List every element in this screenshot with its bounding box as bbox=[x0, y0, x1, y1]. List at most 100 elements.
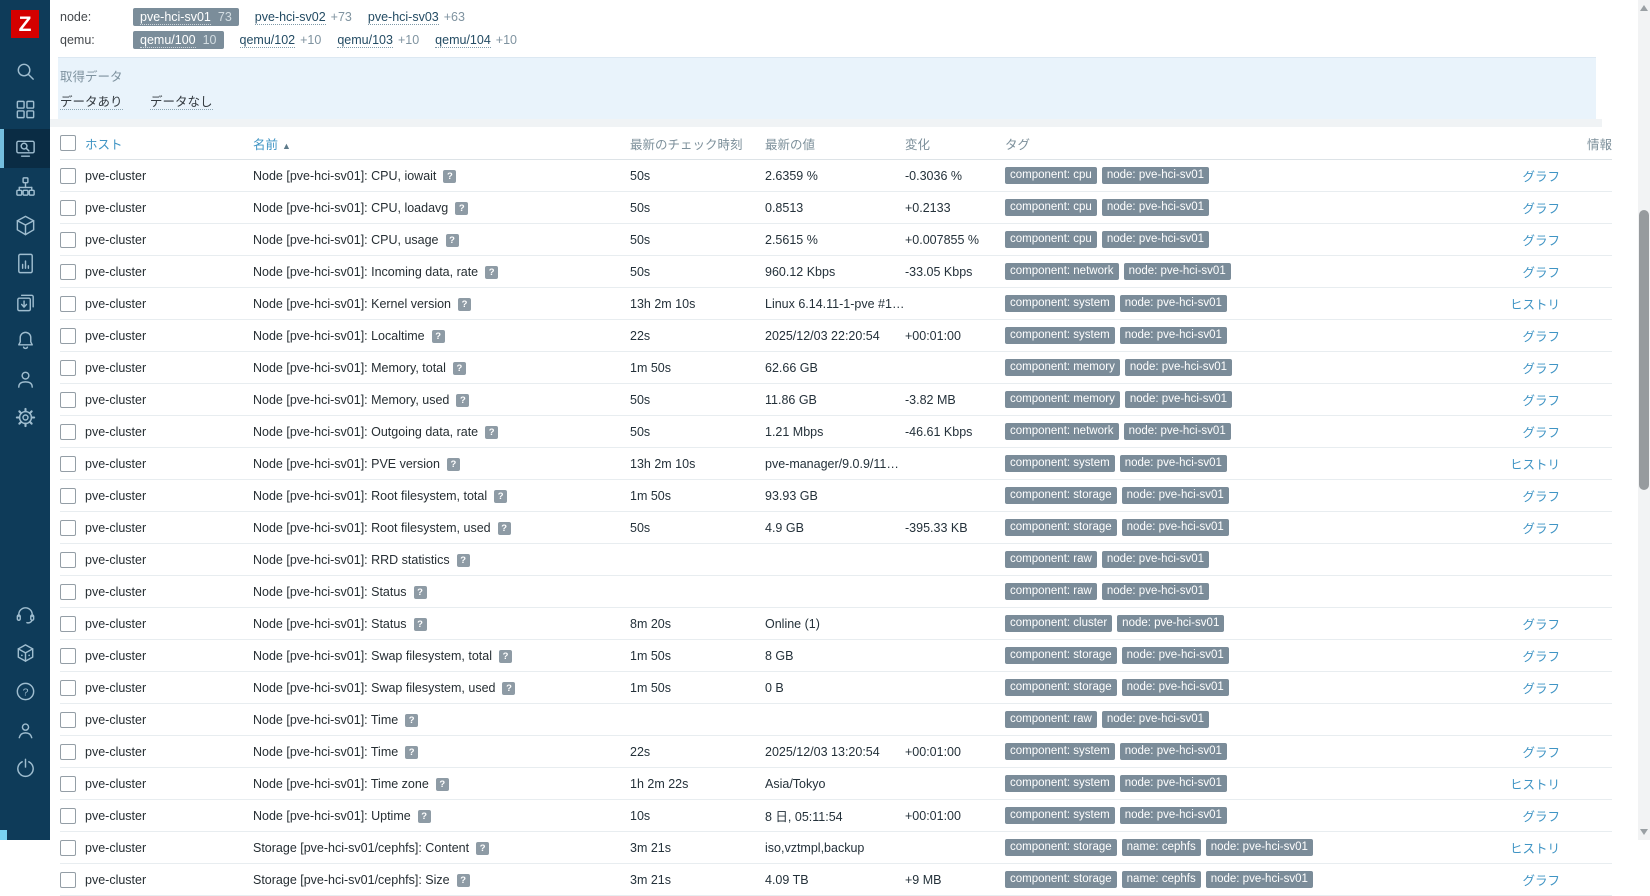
help-hint-icon[interactable]: ? bbox=[446, 457, 460, 471]
sidebar-item-users[interactable] bbox=[0, 360, 50, 399]
filter-option-without-data[interactable]: データなし bbox=[150, 95, 213, 110]
help-hint-icon[interactable]: ? bbox=[456, 553, 470, 567]
graph-link[interactable]: グラフ bbox=[1522, 874, 1560, 888]
row-checkbox[interactable] bbox=[60, 231, 76, 248]
row-checkbox[interactable] bbox=[60, 839, 76, 856]
help-hint-icon[interactable]: ? bbox=[499, 649, 512, 663]
help-hint-icon[interactable]: ? bbox=[485, 265, 499, 279]
item-name-link[interactable]: Node [pve-hci-sv01]: Memory, total bbox=[253, 360, 446, 375]
graph-link[interactable]: グラフ bbox=[1522, 682, 1560, 696]
help-hint-icon[interactable]: ? bbox=[455, 201, 469, 215]
row-checkbox[interactable] bbox=[60, 423, 76, 440]
item-name-link[interactable]: Node [pve-hci-sv01]: Time zone bbox=[253, 776, 429, 791]
sidebar-item-administration[interactable] bbox=[0, 399, 50, 438]
sidebar-expand-notch[interactable] bbox=[0, 830, 7, 840]
item-name-link[interactable]: Node [pve-hci-sv01]: PVE version bbox=[253, 456, 440, 471]
item-name-link[interactable]: Node [pve-hci-sv01]: RRD statistics bbox=[253, 552, 450, 567]
vertical-scrollbar[interactable] bbox=[1638, 0, 1650, 840]
item-name-link[interactable]: Node [pve-hci-sv01]: Kernel version bbox=[253, 296, 452, 311]
help-hint-icon[interactable]: ? bbox=[452, 361, 466, 375]
host-link[interactable]: pve-cluster bbox=[85, 488, 147, 503]
row-checkbox[interactable] bbox=[60, 807, 76, 824]
host-link[interactable]: pve-cluster bbox=[85, 744, 147, 759]
help-hint-icon[interactable]: ? bbox=[456, 873, 470, 887]
item-name-link[interactable]: Node [pve-hci-sv01]: Status bbox=[253, 584, 407, 599]
sidebar-item-monitoring[interactable] bbox=[0, 129, 50, 168]
host-link[interactable]: pve-cluster bbox=[85, 808, 147, 823]
host-link[interactable]: pve-cluster bbox=[85, 840, 147, 855]
graph-link[interactable]: グラフ bbox=[1522, 490, 1560, 504]
host-link[interactable]: pve-cluster bbox=[85, 616, 147, 631]
item-name-link[interactable]: Node [pve-hci-sv01]: CPU, iowait bbox=[253, 168, 437, 183]
item-name-link[interactable]: Storage [pve-hci-sv01/cephfs]: Size bbox=[253, 872, 450, 887]
help-hint-icon[interactable]: ? bbox=[443, 169, 457, 183]
help-hint-icon[interactable]: ? bbox=[494, 489, 508, 503]
row-checkbox[interactable] bbox=[60, 583, 76, 600]
row-checkbox[interactable] bbox=[60, 327, 76, 344]
row-checkbox[interactable] bbox=[60, 647, 76, 664]
sidebar-item-alerts[interactable] bbox=[0, 322, 50, 361]
row-checkbox[interactable] bbox=[60, 871, 76, 888]
sidebar-item-help[interactable] bbox=[0, 673, 50, 712]
sidebar-item-integrations[interactable] bbox=[0, 634, 50, 673]
sidebar-item-user-profile[interactable] bbox=[0, 711, 50, 750]
sidebar-item-support[interactable] bbox=[0, 596, 50, 635]
help-hint-icon[interactable]: ? bbox=[431, 329, 445, 343]
graph-link[interactable]: グラフ bbox=[1522, 746, 1560, 760]
header-host[interactable]: ホスト bbox=[85, 137, 123, 152]
scrollbar-thumb[interactable] bbox=[1639, 210, 1649, 490]
row-checkbox[interactable] bbox=[60, 679, 76, 696]
graph-link[interactable]: グラフ bbox=[1522, 362, 1560, 376]
help-hint-icon[interactable]: ? bbox=[435, 777, 449, 791]
host-link[interactable]: pve-cluster bbox=[85, 520, 147, 535]
sidebar-item-sign-out[interactable] bbox=[0, 750, 50, 789]
graph-link[interactable]: グラフ bbox=[1522, 330, 1560, 344]
item-name-link[interactable]: Storage [pve-hci-sv01/cephfs]: Content bbox=[253, 840, 470, 855]
graph-link[interactable]: グラフ bbox=[1522, 426, 1560, 440]
host-link[interactable]: pve-cluster bbox=[85, 264, 147, 279]
select-all-checkbox[interactable] bbox=[60, 135, 76, 151]
item-name-link[interactable]: Node [pve-hci-sv01]: CPU, loadavg bbox=[253, 200, 449, 215]
help-hint-icon[interactable]: ? bbox=[497, 521, 511, 535]
sidebar-item-services[interactable] bbox=[0, 168, 50, 207]
host-link[interactable]: pve-cluster bbox=[85, 232, 147, 247]
row-checkbox[interactable] bbox=[60, 743, 76, 760]
host-link[interactable]: pve-cluster bbox=[85, 392, 147, 407]
subfilter-chip[interactable]: qemu/104 +10 bbox=[435, 32, 517, 48]
sidebar-item-reports[interactable] bbox=[0, 245, 50, 284]
help-hint-icon[interactable]: ? bbox=[405, 713, 419, 727]
graph-link[interactable]: グラフ bbox=[1522, 810, 1560, 824]
row-checkbox[interactable] bbox=[60, 551, 76, 568]
sidebar-item-dashboards[interactable] bbox=[0, 91, 50, 130]
item-name-link[interactable]: Node [pve-hci-sv01]: Memory, used bbox=[253, 392, 450, 407]
host-link[interactable]: pve-cluster bbox=[85, 712, 147, 727]
graph-link[interactable]: グラフ bbox=[1522, 522, 1560, 536]
item-name-link[interactable]: Node [pve-hci-sv01]: Swap filesystem, to… bbox=[253, 648, 492, 663]
graph-link[interactable]: グラフ bbox=[1522, 618, 1560, 632]
history-link[interactable]: ヒストリ bbox=[1509, 458, 1560, 472]
item-name-link[interactable]: Node [pve-hci-sv01]: Uptime bbox=[253, 808, 411, 823]
item-name-link[interactable]: Node [pve-hci-sv01]: Localtime bbox=[253, 328, 425, 343]
host-link[interactable]: pve-cluster bbox=[85, 680, 147, 695]
row-checkbox[interactable] bbox=[60, 775, 76, 792]
item-name-link[interactable]: Node [pve-hci-sv01]: Status bbox=[253, 616, 407, 631]
history-link[interactable]: ヒストリ bbox=[1509, 778, 1560, 792]
subfilter-chip[interactable]: qemu/102 +10 bbox=[239, 32, 321, 48]
row-checkbox[interactable] bbox=[60, 391, 76, 408]
subfilter-chip[interactable]: qemu/100 10 bbox=[133, 30, 224, 49]
history-link[interactable]: ヒストリ bbox=[1509, 842, 1560, 856]
row-checkbox[interactable] bbox=[60, 487, 76, 504]
host-link[interactable]: pve-cluster bbox=[85, 360, 147, 375]
row-checkbox[interactable] bbox=[60, 519, 76, 536]
item-name-link[interactable]: Node [pve-hci-sv01]: Time bbox=[253, 712, 399, 727]
graph-link[interactable]: グラフ bbox=[1522, 170, 1560, 184]
item-name-link[interactable]: Node [pve-hci-sv01]: CPU, usage bbox=[253, 232, 439, 247]
item-name-link[interactable]: Node [pve-hci-sv01]: Outgoing data, rate bbox=[253, 424, 479, 439]
filter-option-with-data[interactable]: データあり bbox=[60, 95, 123, 110]
header-name[interactable]: 名前 bbox=[253, 137, 279, 152]
help-hint-icon[interactable]: ? bbox=[405, 745, 419, 759]
host-link[interactable]: pve-cluster bbox=[85, 168, 147, 183]
scroll-down-arrow-icon[interactable] bbox=[1640, 829, 1648, 835]
host-link[interactable]: pve-cluster bbox=[85, 328, 147, 343]
help-hint-icon[interactable]: ? bbox=[445, 233, 459, 247]
